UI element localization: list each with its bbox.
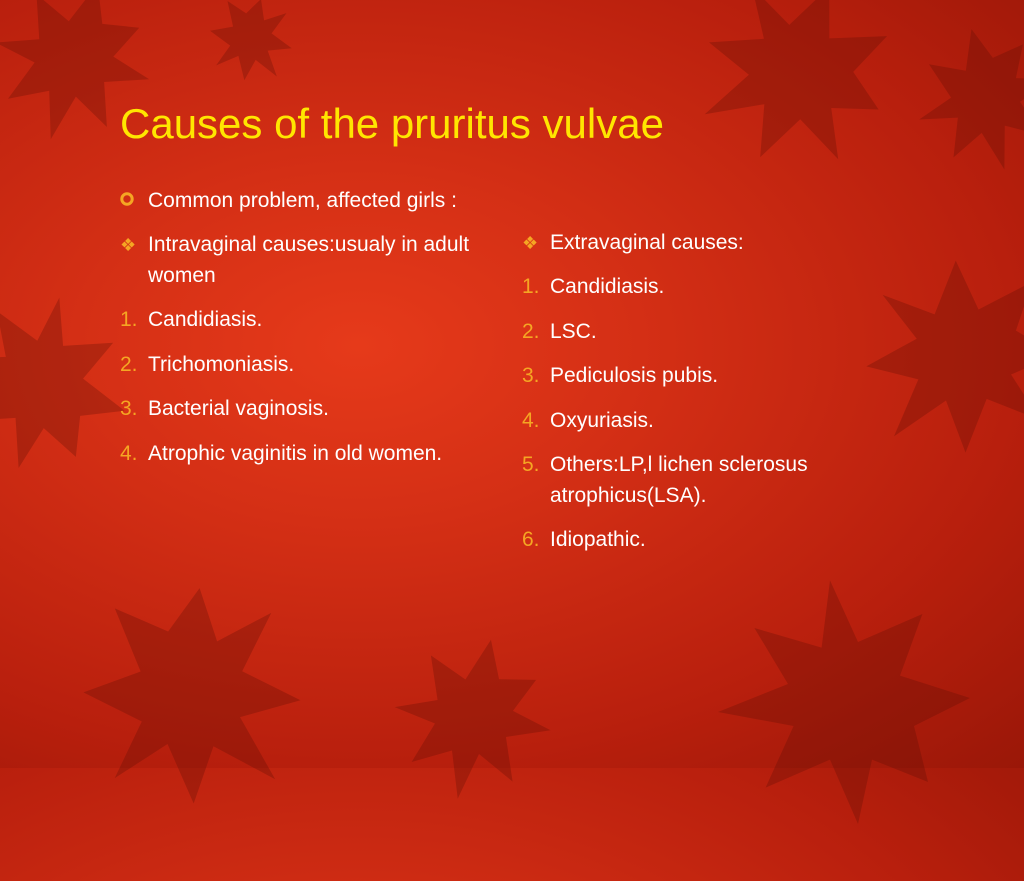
list-text: Trichomoniasis. (148, 350, 502, 380)
right-subhead: ❖ Extravaginal causes: (522, 228, 904, 258)
list-number: 5. (522, 450, 550, 480)
left-subhead: ❖ Intravaginal causes:usualy in adult wo… (120, 230, 502, 291)
list-number: 1. (522, 272, 550, 302)
list-item: 4. Atrophic vaginitis in old women. (120, 439, 502, 469)
list-number: 4. (522, 406, 550, 436)
right-subhead-text: Extravaginal causes: (550, 228, 904, 258)
diamond-bullet-icon: ❖ (522, 228, 550, 256)
list-text: Idiopathic. (550, 525, 904, 555)
list-text: Oxyuriasis. (550, 406, 904, 436)
left-subhead-text: Intravaginal causes:usualy in adult wome… (148, 230, 502, 291)
list-text: Candidiasis. (550, 272, 904, 302)
diamond-bullet-icon: ❖ (120, 230, 148, 258)
list-text: LSC. (550, 317, 904, 347)
list-item: 3. Bacterial vaginosis. (120, 394, 502, 424)
list-number: 6. (522, 525, 550, 555)
list-item: 5. Others:LP,l lichen sclerosus atrophic… (522, 450, 904, 511)
list-number: 2. (522, 317, 550, 347)
lead-bullet: Common problem, affected girls : (120, 186, 502, 216)
right-column: ❖ Extravaginal causes: 1. Candidiasis. 2… (522, 186, 904, 570)
list-item: 2. LSC. (522, 317, 904, 347)
list-text: Others:LP,l lichen sclerosus atrophicus(… (550, 450, 904, 511)
list-number: 3. (120, 394, 148, 424)
content-columns: Common problem, affected girls : ❖ Intra… (120, 186, 904, 570)
list-number: 1. (120, 305, 148, 335)
list-number: 2. (120, 350, 148, 380)
list-number: 3. (522, 361, 550, 391)
list-number: 4. (120, 439, 148, 469)
list-item: 3. Pediculosis pubis. (522, 361, 904, 391)
slide: Causes of the pruritus vulvae Common pro… (0, 0, 1024, 768)
slide-title: Causes of the pruritus vulvae (120, 100, 904, 148)
list-item: 4. Oxyuriasis. (522, 406, 904, 436)
list-item: 6. Idiopathic. (522, 525, 904, 555)
list-item: 2. Trichomoniasis. (120, 350, 502, 380)
list-text: Pediculosis pubis. (550, 361, 904, 391)
list-item: 1. Candidiasis. (120, 305, 502, 335)
list-item: 1. Candidiasis. (522, 272, 904, 302)
list-text: Bacterial vaginosis. (148, 394, 502, 424)
lead-text: Common problem, affected girls : (148, 186, 502, 216)
list-text: Candidiasis. (148, 305, 502, 335)
list-text: Atrophic vaginitis in old women. (148, 439, 502, 469)
left-column: Common problem, affected girls : ❖ Intra… (120, 186, 502, 570)
circle-bullet-icon (120, 186, 148, 206)
